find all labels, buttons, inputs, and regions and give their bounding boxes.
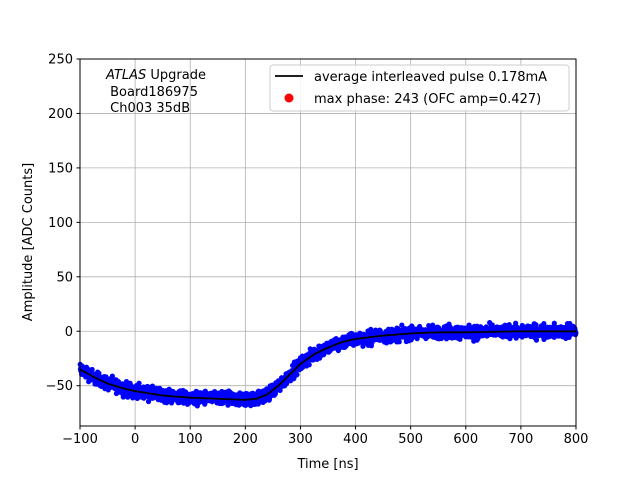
scatter-point — [399, 322, 405, 328]
scatter-point — [533, 322, 539, 328]
y-tick-label: 200 — [48, 107, 73, 122]
y-tick-label: 50 — [56, 270, 73, 285]
legend-box — [269, 64, 570, 112]
scatter-point — [250, 390, 256, 396]
x-tick-label: 200 — [233, 432, 258, 447]
scatter-point — [541, 320, 547, 327]
x-tick-label: 100 — [178, 432, 203, 447]
legend-red-dot — [284, 93, 294, 103]
scatter-point — [266, 397, 272, 403]
scatter-point — [89, 366, 95, 373]
legend-label-max-phase: max phase: 243 (OFC amp=0.427) — [314, 92, 541, 107]
axis-ticks: −100 0 100 200 300 400 500 600 700 800 −50 0 50 100 15… — [46, 53, 589, 448]
y-tick-label: 0 — [65, 325, 73, 340]
x-tick-label: 0 — [131, 432, 139, 447]
y-tick-label: −50 — [46, 379, 73, 394]
scatter-point — [533, 337, 540, 343]
legend: average interleaved pulse 0.178mA max ph… — [269, 64, 570, 112]
scatter-point — [294, 372, 300, 378]
scatter-point — [572, 332, 579, 338]
annotation-board: Board186975 — [106, 85, 198, 100]
y-tick-label: 100 — [48, 216, 73, 231]
legend-label-average: average interleaved pulse 0.178mA — [314, 70, 547, 85]
y-axis-label: Amplitude [ADC Counts] — [21, 163, 36, 321]
scatter-point — [96, 370, 102, 376]
scatter-point — [136, 380, 142, 386]
x-tick-label: 600 — [453, 432, 478, 447]
x-tick-label: −100 — [62, 432, 98, 447]
x-tick-label: 800 — [564, 432, 589, 447]
x-tick-label: 700 — [508, 432, 533, 447]
scatter-point — [306, 362, 312, 368]
scatter-point — [396, 339, 402, 345]
scatter-series — [77, 320, 579, 409]
annotation-atlas: ATLAS — [105, 68, 146, 83]
scatter-point — [377, 328, 383, 334]
x-tick-label: 400 — [343, 432, 368, 447]
annotation: ATLAS Upgrade Board186975 Ch003 35dB — [105, 68, 206, 116]
x-tick-label: 300 — [288, 432, 313, 447]
y-tick-label: 150 — [48, 161, 73, 176]
plot-frame — [79, 58, 577, 427]
scatter-point — [109, 373, 116, 379]
scatter-point — [360, 343, 366, 349]
scatter-point — [368, 326, 374, 332]
annotation-upgrade: Upgrade — [146, 68, 206, 83]
average-pulse-line — [79, 330, 576, 401]
scatter-point — [506, 322, 512, 328]
svg-text:ATLAS Upgrade: ATLAS Upgrade — [105, 68, 206, 83]
x-axis-label: Time [ns] — [296, 457, 358, 472]
scatter-point — [551, 320, 557, 326]
y-tick-label: 250 — [48, 53, 73, 68]
annotation-channel: Ch003 35dB — [106, 101, 190, 116]
x-tick-label: 500 — [398, 432, 423, 447]
scatter-point — [145, 398, 152, 405]
